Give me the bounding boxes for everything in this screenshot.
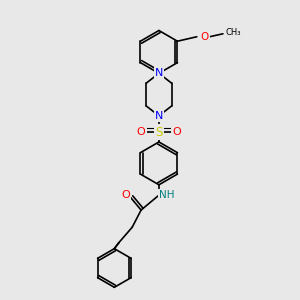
Text: O: O xyxy=(137,127,146,137)
Text: NH: NH xyxy=(160,190,175,200)
Text: O: O xyxy=(172,127,181,137)
Text: N: N xyxy=(155,111,163,121)
Text: S: S xyxy=(155,126,163,139)
Text: N: N xyxy=(155,68,163,78)
Text: O: O xyxy=(201,32,209,42)
Text: CH₃: CH₃ xyxy=(225,28,241,38)
Text: O: O xyxy=(121,190,130,200)
